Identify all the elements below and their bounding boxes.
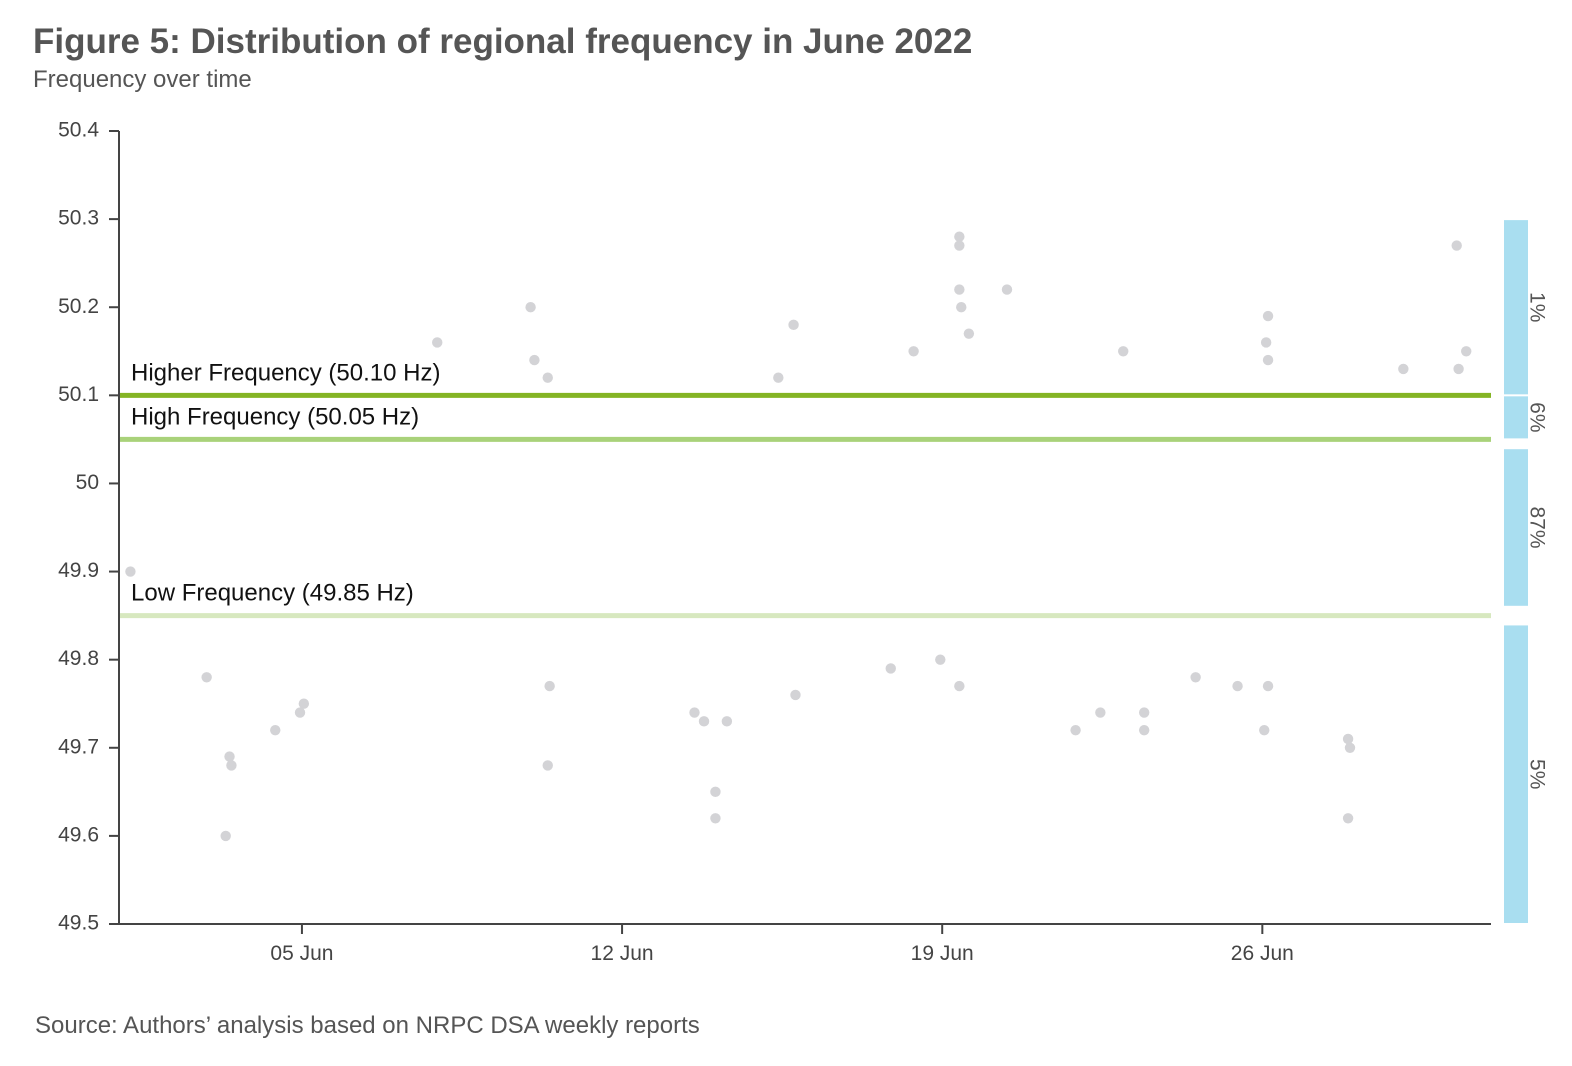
- share-band: [1504, 625, 1528, 923]
- data-point: [963, 328, 975, 339]
- data-point: [1342, 733, 1354, 745]
- y-tick-label: 50.2: [58, 295, 99, 318]
- y-tick-label: 50.1: [58, 383, 99, 406]
- data-point: [1260, 337, 1272, 348]
- reference-line-label: High Frequency (50.05 Hz): [131, 403, 419, 430]
- y-tick-label: 49.7: [58, 735, 99, 758]
- data-point: [1344, 742, 1356, 753]
- data-point: [529, 354, 540, 366]
- data-point: [220, 830, 231, 842]
- data-point: [885, 663, 896, 674]
- data-point: [544, 680, 555, 692]
- x-tick-label: 26 Jun: [1231, 942, 1294, 965]
- data-point: [1398, 363, 1409, 375]
- chart-title: Figure 5: Distribution of regional frequ…: [33, 22, 973, 61]
- data-point: [954, 284, 965, 295]
- y-tick-label: 50.4: [58, 119, 99, 142]
- data-point: [956, 302, 967, 313]
- data-point: [908, 346, 919, 357]
- x-tick-label: 12 Jun: [591, 942, 654, 965]
- data-point: [298, 698, 310, 709]
- data-point: [954, 231, 965, 242]
- data-points: [125, 231, 1472, 842]
- data-point: [790, 689, 801, 701]
- data-point: [710, 786, 721, 798]
- data-point: [525, 302, 536, 313]
- data-point: [224, 751, 235, 762]
- data-point: [201, 672, 212, 683]
- data-point: [954, 240, 965, 251]
- data-point: [788, 319, 799, 331]
- share-band: [1504, 396, 1528, 439]
- share-band: [1504, 449, 1528, 606]
- y-tick-label: 49.5: [58, 912, 99, 935]
- data-point: [1232, 680, 1243, 692]
- share-bands: 1% 6% 87% 5%: [1504, 220, 1548, 923]
- data-point: [1262, 680, 1274, 692]
- data-point: [226, 760, 237, 771]
- share-band-label: 6%: [1525, 402, 1548, 432]
- data-point: [1095, 707, 1106, 718]
- data-point: [1461, 346, 1472, 357]
- data-point: [1138, 724, 1150, 736]
- x-tick-label: 19 Jun: [911, 942, 974, 965]
- data-point: [270, 724, 281, 736]
- data-point: [1342, 813, 1354, 824]
- data-point: [542, 372, 553, 383]
- reference-line-label: Higher Frequency (50.10 Hz): [131, 359, 440, 386]
- data-point: [773, 372, 784, 383]
- data-point: [1451, 240, 1462, 251]
- data-point: [1190, 672, 1201, 683]
- data-point: [1070, 724, 1081, 736]
- share-band: [1504, 220, 1528, 395]
- chart-subtitle: Frequency over time: [33, 66, 252, 93]
- share-band-label: 1%: [1525, 292, 1548, 322]
- data-point: [1453, 363, 1464, 375]
- data-point: [954, 680, 965, 692]
- reference-line-label: Low Frequency (49.85 Hz): [131, 580, 414, 607]
- data-point: [1118, 346, 1129, 357]
- data-point: [698, 716, 710, 727]
- y-tick-label: 50: [76, 471, 99, 494]
- y-tick-label: 50.3: [58, 207, 99, 230]
- y-tick-label: 49.9: [58, 559, 99, 582]
- data-point: [294, 707, 306, 718]
- data-point: [710, 813, 721, 824]
- reference-lines: Higher Frequency (50.10 Hz) High Frequenc…: [119, 359, 1491, 619]
- y-tick-label: 49.8: [58, 647, 99, 670]
- x-tick-label: 05 Jun: [270, 942, 333, 965]
- data-point: [935, 654, 946, 665]
- data-point: [1262, 354, 1274, 366]
- data-point: [1001, 284, 1013, 295]
- axes: 50.4 50.3 50.2 50.1 50 49.9 49.8 49.7 49.6 49.5 05…: [58, 119, 1491, 965]
- data-point: [721, 716, 733, 727]
- y-tick-label: 49.6: [58, 823, 99, 846]
- data-point: [689, 707, 700, 718]
- data-point: [1262, 310, 1274, 322]
- data-point: [1138, 707, 1150, 718]
- data-point: [542, 760, 553, 771]
- chart-source: Source: Authors’ analysis based on NRPC …: [35, 1012, 700, 1039]
- data-point: [1259, 724, 1270, 736]
- share-band-label: 87%: [1525, 506, 1548, 548]
- data-point: [125, 566, 136, 577]
- share-band-label: 5%: [1525, 759, 1548, 789]
- data-point: [432, 337, 443, 348]
